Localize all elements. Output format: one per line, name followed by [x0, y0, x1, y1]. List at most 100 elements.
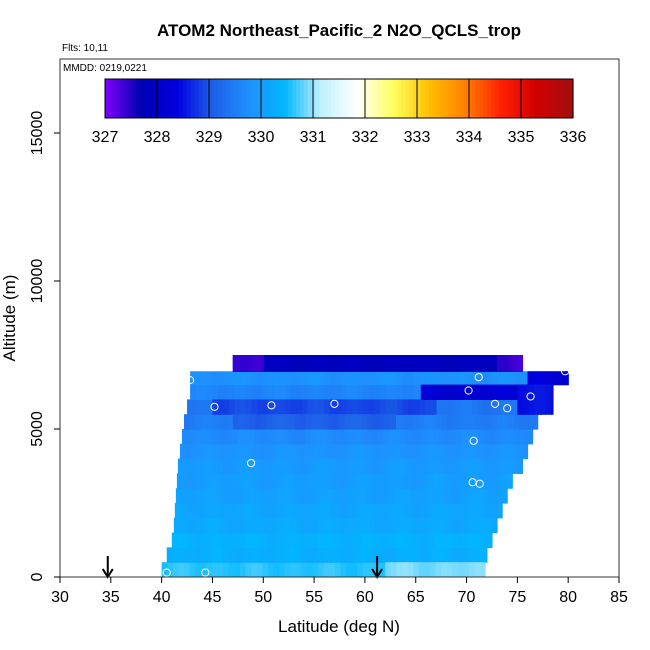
heatmap-cell [355, 355, 362, 372]
heatmap-cell [205, 547, 213, 563]
heatmap-cell [402, 414, 409, 430]
heatmap-cell [417, 532, 424, 548]
heatmap-cell [187, 488, 194, 504]
heatmap-cell [226, 488, 233, 504]
heatmap-cell [428, 355, 435, 372]
colorbar-segment [467, 79, 473, 118]
heatmap-cell [205, 532, 212, 548]
heatmap-cell [357, 371, 364, 386]
heatmap-cell [450, 473, 457, 489]
heatmap-cell [469, 371, 476, 386]
heatmap-cell [295, 458, 302, 474]
heatmap-cell [298, 488, 306, 504]
colorbar-segment [331, 79, 336, 118]
heatmap-cell [262, 562, 269, 577]
heatmap-patch-cell [299, 414, 307, 430]
heatmap-patch-cell [517, 384, 524, 415]
heatmap-patch-cell [527, 371, 534, 386]
heatmap-cell [369, 443, 377, 460]
heatmap-patch-cell [283, 414, 290, 430]
heatmap-cell [306, 547, 313, 563]
heatmap-cell [471, 503, 478, 519]
colorbar-segment [346, 79, 352, 118]
heatmap-cell [344, 429, 351, 445]
heatmap-cell [434, 355, 441, 372]
heatmap-cell [174, 503, 182, 519]
heatmap-cell [375, 443, 382, 460]
heatmap-cell [409, 503, 416, 519]
heatmap-cell [325, 443, 332, 460]
heatmap-cell [394, 473, 402, 489]
heatmap-cell [240, 371, 247, 386]
heatmap-cell [446, 414, 453, 430]
colorbar-segment [459, 79, 465, 118]
heatmap-cell [363, 371, 370, 386]
colorbar-segment [171, 79, 176, 118]
heatmap-cell [185, 517, 192, 534]
heatmap-cell [490, 532, 493, 548]
heatmap-cell [296, 371, 303, 386]
heatmap-cell [454, 503, 461, 519]
heatmap-cell [255, 473, 262, 489]
heatmap-cell [497, 414, 504, 430]
x-tick-label: 60 [356, 589, 374, 606]
heatmap-cell [467, 355, 474, 372]
heatmap-cell [517, 429, 524, 445]
colorbar-segment [495, 79, 500, 118]
heatmap-cell [272, 458, 280, 474]
heatmap-cell [490, 458, 498, 474]
heatmap-cell [396, 414, 403, 430]
heatmap-cell [388, 429, 395, 445]
heatmap-patch-cell [316, 414, 323, 430]
heatmap-cell [223, 384, 230, 400]
heatmap-cell [479, 458, 486, 474]
colorbar-segment [288, 79, 293, 118]
heatmap-cell [501, 473, 508, 489]
heatmap-cell [256, 458, 263, 474]
colorbar-segment [397, 79, 402, 118]
heatmap-cell [213, 503, 221, 519]
heatmap-cell [329, 371, 337, 386]
heatmap-cell [288, 355, 295, 372]
colorbar-segment [237, 79, 243, 118]
heatmap-cell [473, 355, 480, 372]
heatmap-cell [228, 458, 235, 474]
heatmap-cell [210, 473, 217, 489]
heatmap-cell [418, 458, 425, 474]
heatmap-cell [301, 371, 309, 386]
heatmap-cell [266, 355, 273, 372]
heatmap-cell [380, 517, 387, 534]
heatmap-cell [211, 562, 219, 577]
heatmap-cell [289, 547, 296, 563]
heatmap-patch-cell [255, 355, 262, 372]
heatmap-cell [278, 458, 285, 474]
heatmap-cell [260, 473, 267, 489]
heatmap-cell [243, 429, 250, 445]
heatmap-cell [283, 355, 290, 372]
heatmap-cell [401, 547, 408, 563]
heatmap-cell [448, 443, 455, 460]
heatmap-cell [261, 458, 268, 474]
heatmap-cell [323, 562, 330, 577]
heatmap-cell [338, 429, 345, 445]
heatmap-patch-cell [408, 399, 415, 415]
heatmap-patch-cell [476, 384, 483, 400]
colorbar-segment [183, 79, 188, 118]
heatmap-cell [271, 429, 278, 445]
heatmap-patch-cell [437, 384, 444, 400]
colorbar-segment [268, 79, 274, 118]
heatmap-cell [468, 532, 475, 548]
heatmap-cell [335, 371, 342, 386]
colorbar-segment [405, 79, 410, 118]
colorbar-segment [280, 79, 285, 118]
heatmap-cell [455, 488, 462, 504]
heatmap-cell [508, 414, 515, 430]
heatmap-cell [405, 429, 412, 445]
heatmap-cell [182, 473, 189, 489]
heatmap-cell [205, 458, 213, 474]
heatmap-cell [206, 562, 213, 577]
heatmap-cell [187, 429, 194, 445]
heatmap-cell [273, 371, 281, 386]
heatmap-cell [474, 547, 481, 563]
heatmap-cell [380, 371, 387, 386]
